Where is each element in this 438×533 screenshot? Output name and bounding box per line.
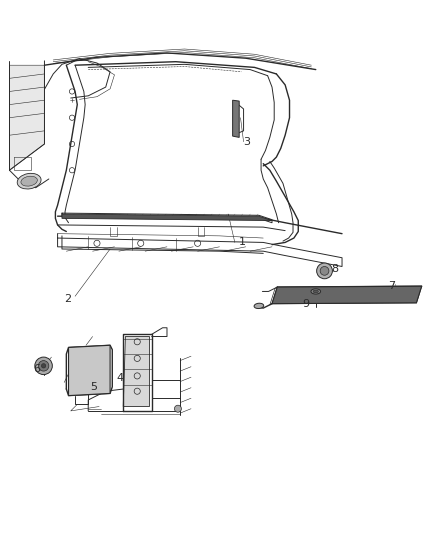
Circle shape <box>319 266 328 275</box>
Text: 3: 3 <box>243 137 250 147</box>
Text: 2: 2 <box>64 294 71 304</box>
Polygon shape <box>62 214 272 221</box>
Ellipse shape <box>21 176 37 186</box>
Circle shape <box>316 263 332 279</box>
Polygon shape <box>10 65 44 170</box>
Ellipse shape <box>254 303 263 309</box>
Circle shape <box>41 364 46 368</box>
Polygon shape <box>68 345 110 395</box>
Ellipse shape <box>17 173 41 189</box>
Text: 4: 4 <box>117 373 124 383</box>
Polygon shape <box>272 286 421 304</box>
Polygon shape <box>123 336 149 407</box>
Ellipse shape <box>312 290 318 293</box>
Text: 8: 8 <box>330 264 337 273</box>
Circle shape <box>174 405 181 412</box>
Text: 7: 7 <box>387 281 394 291</box>
Circle shape <box>35 357 52 375</box>
Text: 6: 6 <box>33 365 40 374</box>
Text: 5: 5 <box>90 382 97 392</box>
Circle shape <box>38 361 49 371</box>
Text: 1: 1 <box>239 237 246 247</box>
Ellipse shape <box>310 289 320 294</box>
Polygon shape <box>232 100 239 138</box>
Text: 9: 9 <box>302 298 309 309</box>
